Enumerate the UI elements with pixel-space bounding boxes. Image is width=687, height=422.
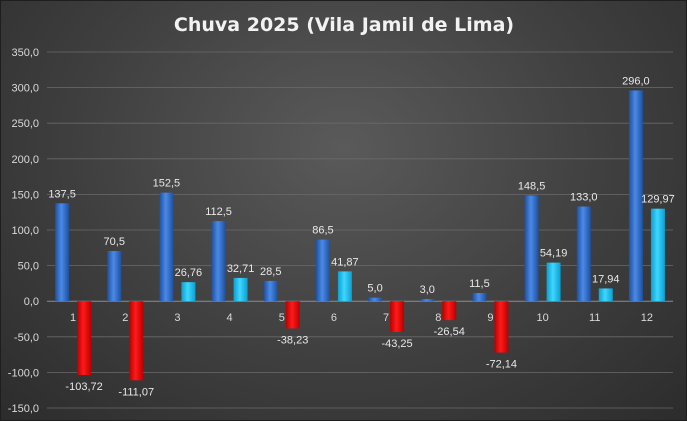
data-label-series1: 3,0 bbox=[420, 284, 435, 296]
x-category-label: 8 bbox=[435, 312, 441, 324]
x-category-label: 5 bbox=[279, 312, 285, 324]
bar-series1-month-9 bbox=[472, 293, 487, 302]
data-label-series2: -72,14 bbox=[486, 359, 517, 371]
bar-series1-month-1 bbox=[55, 203, 70, 302]
data-label-series1: 5,0 bbox=[367, 283, 382, 295]
data-label-series2: -43,25 bbox=[381, 338, 412, 350]
data-label-series1: 86,5 bbox=[312, 225, 333, 237]
bar-series1-month-2 bbox=[107, 251, 122, 302]
data-label-series1: 11,5 bbox=[469, 278, 490, 290]
bar-series2-month-12 bbox=[650, 208, 665, 302]
x-category-label: 6 bbox=[331, 312, 337, 324]
x-category-label: 1 bbox=[70, 312, 76, 324]
x-category-label: 9 bbox=[487, 312, 493, 324]
data-label-series2: -103,72 bbox=[65, 381, 102, 393]
data-label-series2: 26,76 bbox=[175, 267, 203, 279]
data-label-series1: 112,5 bbox=[205, 206, 232, 218]
y-tick-label: 0,0 bbox=[24, 296, 39, 308]
data-label-series2: 54,19 bbox=[540, 248, 568, 260]
bar-series1-month-4 bbox=[211, 221, 226, 302]
bar-series2-month-3 bbox=[181, 282, 196, 302]
bar-series2-month-8 bbox=[442, 301, 457, 321]
bar-series1-month-3 bbox=[159, 192, 174, 302]
chart-title: Chuva 2025 (Vila Jamil de Lima) bbox=[174, 14, 514, 36]
data-label-series1: 296,0 bbox=[622, 75, 650, 87]
y-tick-label: 100,0 bbox=[11, 225, 39, 237]
data-label-series2: -26,54 bbox=[434, 326, 465, 338]
y-tick-label: 250,0 bbox=[11, 118, 39, 130]
data-label-series2: 41,87 bbox=[331, 256, 359, 268]
grid-layer: -150,0 -100,0 -50,0 0,0 50,0 100,0 150,0 200,0 2… bbox=[8, 47, 673, 415]
data-label-series1: 28,5 bbox=[260, 266, 281, 278]
y-tick-label: -150,0 bbox=[8, 403, 39, 415]
bar-series2-month-7 bbox=[390, 301, 405, 332]
bar-series2-month-11 bbox=[598, 288, 613, 302]
bar-series2-month-4 bbox=[233, 277, 248, 302]
bar-series1-month-7 bbox=[368, 297, 383, 302]
bar-series2-month-6 bbox=[337, 271, 352, 302]
data-label-series1: 133,0 bbox=[570, 192, 598, 204]
bar-series1-month-8 bbox=[420, 299, 435, 302]
bar-series2-month-9 bbox=[494, 301, 509, 353]
data-label-series1: 137,5 bbox=[48, 188, 76, 200]
x-category-label: 2 bbox=[122, 312, 128, 324]
y-tick-label: 150,0 bbox=[11, 189, 39, 201]
bars-layer bbox=[55, 90, 665, 381]
bar-series1-month-11 bbox=[576, 206, 591, 302]
bar-series2-month-1 bbox=[77, 301, 92, 376]
data-label-series2: 129,97 bbox=[641, 194, 675, 206]
data-label-series2: -111,07 bbox=[118, 386, 154, 398]
y-tick-label: 50,0 bbox=[18, 261, 39, 273]
bar-series2-month-2 bbox=[129, 301, 144, 381]
data-label-series1: 70,5 bbox=[104, 236, 125, 248]
bar-series1-month-10 bbox=[524, 195, 539, 302]
x-category-label: 10 bbox=[536, 312, 548, 324]
x-category-label: 3 bbox=[174, 312, 180, 324]
labels-layer: 137,5 -103,72 1 70,5 -111,07 2 152,5 26,76 3 112,… bbox=[48, 75, 674, 398]
bar-series2-month-5 bbox=[285, 301, 300, 329]
data-label-series1: 148,5 bbox=[518, 180, 546, 192]
x-category-label: 11 bbox=[589, 312, 600, 324]
x-category-label: 7 bbox=[383, 312, 389, 324]
bar-series1-month-12 bbox=[628, 90, 643, 302]
bar-series1-month-5 bbox=[263, 280, 278, 302]
data-label-series2: 17,94 bbox=[592, 273, 620, 285]
data-label-series2: 32,71 bbox=[227, 263, 255, 275]
data-label-series1: 152,5 bbox=[153, 178, 181, 190]
y-tick-label: 300,0 bbox=[11, 83, 39, 95]
y-tick-label: 200,0 bbox=[11, 154, 39, 166]
x-category-label: 12 bbox=[641, 312, 653, 324]
bar-series2-month-10 bbox=[546, 262, 561, 302]
data-label-series2: -38,23 bbox=[277, 334, 308, 346]
bar-series1-month-6 bbox=[315, 239, 330, 302]
x-category-label: 4 bbox=[227, 312, 233, 324]
y-tick-label: 350,0 bbox=[11, 47, 39, 59]
y-tick-label: -50,0 bbox=[14, 332, 39, 344]
y-tick-label: -100,0 bbox=[8, 367, 39, 379]
